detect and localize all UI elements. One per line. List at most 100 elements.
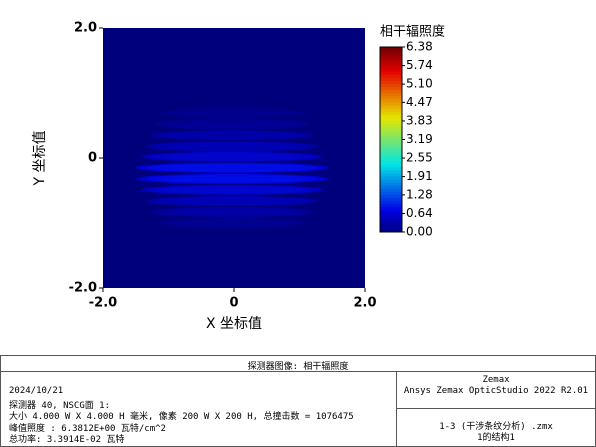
info-text: 探测器 40, NSCG面 1: [9, 400, 111, 411]
colorbar-segment [380, 176, 402, 181]
y-tick-label: -2.0 [69, 281, 97, 296]
info-text: 总功率: 3.3914E-02 瓦特 [9, 435, 125, 445]
fringe-layer [157, 217, 307, 229]
fringe [135, 162, 329, 173]
fringe [151, 206, 313, 217]
colorbar-segment [380, 213, 402, 218]
fringe-layer [159, 108, 305, 119]
colorbar-segment [380, 188, 402, 193]
colorbar-segment [380, 228, 402, 233]
colorbar-segment [380, 142, 402, 147]
colorbar-segment [380, 62, 402, 66]
colorbar-tick-label: 2.55 [406, 151, 433, 165]
colorbar-segment [380, 148, 402, 153]
fringe [155, 119, 309, 130]
fringe [140, 184, 324, 195]
fringe-layer [146, 195, 318, 206]
divider [396, 408, 595, 409]
colorbar-segment [380, 164, 402, 168]
fringe-layer [136, 173, 328, 184]
colorbar-segment [380, 222, 402, 227]
fringe [141, 151, 323, 162]
info-text: 大小 4.000 W X 4.000 H 毫米, 像素 200 W X 200 … [9, 412, 354, 422]
colorbar-segment [380, 65, 402, 70]
colorbar-segment [380, 133, 402, 137]
colorbar-segment [380, 59, 402, 63]
colorbar-tick-label: 3.19 [406, 132, 433, 146]
fringe-layer [151, 206, 313, 217]
colorbar-tick-label: 5.10 [406, 77, 433, 91]
info-text: 峰值照度 : 6.3812E+00 瓦特/cm^2 [9, 423, 166, 434]
colorbar-segment [380, 50, 402, 54]
colorbar-segment [380, 204, 402, 208]
colorbar-segment [380, 121, 402, 125]
colorbar-segment [380, 80, 402, 85]
colorbar-segment [380, 108, 402, 113]
info-text: 2024/10/21 [9, 386, 64, 396]
colorbar-segment [380, 151, 402, 156]
colorbar-segment [380, 201, 402, 205]
fringe-layer [141, 151, 323, 162]
colorbar-segment [380, 53, 402, 57]
colorbar-segment [380, 114, 402, 119]
colorbar-segment [380, 182, 402, 187]
colorbar-tick-label: 1.91 [406, 169, 433, 183]
colorbar-segment [380, 111, 402, 116]
colorbar-segment [380, 216, 402, 221]
colorbar-title: 相干辐照度 [380, 24, 445, 40]
x-tick-label: -2.0 [89, 296, 117, 311]
fringe [136, 173, 328, 184]
colorbar-segment [380, 74, 402, 79]
fringe [146, 141, 318, 152]
fringe [157, 217, 307, 229]
panel-title: 探测器图像: 相干辐照度 [247, 362, 349, 372]
fringe-layer [146, 141, 318, 152]
colorbar-segment [380, 117, 402, 122]
colorbar-segment [380, 179, 402, 184]
colorbar-tick-label: 6.38 [406, 40, 433, 54]
colorbar-segment [380, 96, 402, 100]
colorbar-segment [380, 185, 402, 190]
colorbar-segment [380, 68, 402, 73]
colorbar-segment [380, 173, 402, 177]
colorbar-segment [380, 145, 402, 150]
colorbar-segment [380, 225, 402, 230]
colorbar-segment [380, 47, 402, 51]
colorbar-segment [380, 170, 402, 174]
colorbar-segment [380, 136, 402, 140]
y-tick-label: 2.0 [74, 21, 97, 36]
info-text: Zemax [482, 375, 510, 385]
chart: 相干辐照度 X 坐标值 Y 坐标值 -2.0 0 2.0 -2.0 0 2.0 6.38 5.… [32, 21, 445, 333]
x-axis-label: X 坐标值 [206, 316, 262, 332]
colorbar-segment [380, 99, 402, 103]
x-tick-label: 2.0 [353, 296, 376, 311]
fringe [146, 195, 318, 206]
colorbar-segment [380, 161, 402, 165]
colorbar-tick-label: 4.47 [406, 95, 433, 109]
colorbar-tick-label: 5.74 [406, 58, 433, 72]
fringe [159, 108, 305, 119]
colorbar-segment [380, 210, 402, 214]
fringe-layer [150, 130, 314, 141]
y-axis-label: Y 坐标值 [32, 130, 48, 186]
info-text: 1-3 (干涉条纹分析) .zmx [439, 422, 553, 432]
colorbar-segment [380, 219, 402, 224]
colorbar-segment [380, 124, 402, 128]
colorbar-tick-label: 0.64 [406, 206, 433, 220]
colorbar-segment [380, 139, 402, 144]
colorbar-segment [380, 71, 402, 76]
colorbar-segment [380, 154, 402, 159]
colorbar-segment [380, 56, 402, 60]
x-tick-label: 0 [229, 296, 238, 311]
divider [1, 371, 595, 372]
colorbar-segment [380, 87, 402, 91]
colorbar-segment [380, 191, 402, 196]
info-text: Ansys Zemax OpticStudio 2022 R2.01 [403, 386, 589, 396]
colorbar-tick-label: 0.00 [406, 225, 433, 239]
fringe-layer [140, 184, 324, 195]
colorbar-segment [380, 93, 402, 97]
colorbar-tick-label: 3.83 [406, 113, 433, 127]
colorbar-segment [380, 127, 402, 131]
info-panel: 探测器图像: 相干辐照度 2024/10/21 探测器 40, NSCG面 1: 大… [0, 355, 596, 447]
fringe-layer [155, 119, 309, 130]
